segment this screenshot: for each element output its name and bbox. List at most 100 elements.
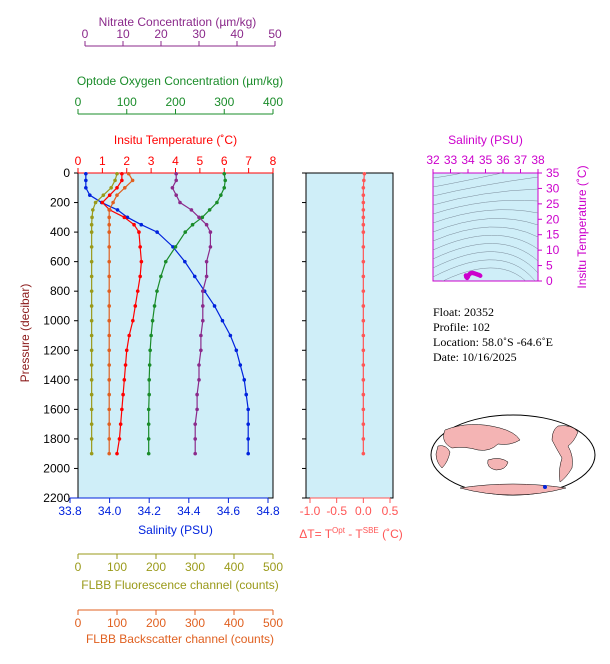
backscatter-tick-label: 400 (224, 616, 244, 630)
temperature-tick-label: 6 (221, 154, 228, 168)
delta-point (361, 289, 366, 293)
backscatter-point (107, 259, 111, 264)
nitrate-tick-label: 10 (116, 27, 130, 41)
isopycnal-line (433, 188, 538, 206)
backscatter-point (107, 304, 111, 308)
backscatter-point (107, 245, 111, 249)
temperature-tick-label: 1 (99, 154, 106, 168)
ts-temperature-tick-label: 25 (546, 197, 560, 211)
oxygen-tick-label: 200 (165, 95, 185, 109)
oxygen-point (200, 215, 205, 220)
salinity-point (183, 259, 187, 264)
fluorescence-point (89, 304, 94, 308)
ts-temperature-tick-label: 5 (546, 259, 553, 273)
temperature-point (137, 230, 141, 234)
pressure-tick-label: 400 (50, 225, 70, 239)
nitrate-point (193, 422, 197, 426)
backscatter-tick-label: 300 (185, 616, 205, 630)
delta-point (361, 437, 366, 441)
pressure-tick-label: 800 (50, 284, 70, 298)
delta-point (361, 222, 366, 227)
delta-profile (361, 171, 367, 456)
pressure-axis: 0 200 400 600 800 1000 1200 1400 1600 1800 2000 220… (43, 166, 306, 505)
delta-point (361, 348, 366, 353)
salinity-point (125, 215, 130, 220)
ts-isopycnals (433, 173, 538, 281)
salinity-point (246, 437, 250, 441)
delta-point (361, 215, 366, 220)
backscatter-point (107, 422, 111, 426)
nitrate-point (174, 193, 178, 197)
salinity-tick-label: 34.6 (217, 504, 241, 518)
temperature-point (120, 178, 124, 183)
ts-salinity-tick-label: 36 (496, 153, 510, 167)
land-americas (551, 425, 579, 483)
salinity-point (244, 392, 249, 397)
salinity-point (246, 451, 250, 456)
backscatter-tick-label: 500 (263, 616, 283, 630)
delta-point (361, 392, 366, 397)
delta-point (361, 230, 366, 234)
pressure-tick-label: 600 (50, 255, 70, 269)
salinity-tick-label: 34.0 (98, 504, 122, 518)
isopycnal-line (433, 235, 538, 251)
salinity-tick-label: 34.2 (138, 504, 162, 518)
delta-point (361, 208, 366, 212)
nitrate-axis-label: Nitrate Concentration (µm/kg) (98, 15, 257, 29)
nitrate-point (197, 363, 201, 367)
delta-point (361, 318, 366, 323)
nitrate-point (178, 200, 182, 205)
delta-point (361, 193, 366, 197)
backscatter-point (115, 193, 119, 197)
salinity-point (171, 245, 175, 249)
fluorescence-point (90, 215, 94, 220)
backscatter-point (107, 333, 111, 338)
isopycnal-line (433, 243, 538, 262)
delta-point (361, 245, 366, 249)
delta-tick-label: -1.0 (300, 504, 321, 518)
oxygen-point (215, 200, 219, 205)
land-asia (443, 424, 521, 451)
pressure-tick-label: 1200 (43, 343, 70, 357)
temperature-axis-label: Insitu Temperature (˚C) (113, 133, 238, 147)
oxygen-point (183, 230, 188, 234)
isopycnal-line (433, 199, 538, 215)
salinity-point (212, 304, 217, 308)
fluorescence-point (89, 378, 94, 382)
pressure-tick-label: 1600 (43, 402, 70, 416)
nitrate-point (199, 348, 203, 353)
fluorescence-tick-label: 100 (107, 560, 127, 574)
ts-temperature-tick-label: 0 (546, 274, 553, 288)
temperature-point (120, 171, 124, 176)
delta-label-mid: - T (344, 527, 363, 541)
fluorescence-point (89, 230, 94, 234)
salinity-profile-line (85, 173, 249, 454)
oxygen-point (146, 437, 151, 441)
backscatter-point (107, 318, 111, 323)
pressure-tick-label: 200 (50, 196, 70, 210)
oxygen-point (219, 193, 223, 197)
oxygen-axis-label: Optode Oxygen Concentration (µm/kg) (76, 74, 284, 88)
profile-lines (84, 171, 250, 456)
oxygen-point (150, 318, 155, 323)
nitrate-point (201, 304, 205, 308)
fluorescence-tick-label: 400 (224, 560, 244, 574)
backscatter-tick-label: 0 (75, 616, 82, 630)
isopycnal-line (433, 209, 538, 224)
temperature-tick-label: 3 (148, 154, 155, 168)
ts-temperature-tick-label: 20 (546, 212, 560, 226)
nitrate-point (189, 208, 194, 212)
nitrate-tick-label: 30 (192, 27, 206, 41)
oxygen-point (159, 274, 163, 279)
salinity-tick-label: 34.8 (256, 504, 280, 518)
land-antarctica (459, 483, 567, 496)
top-axes: 0 10 20 30 40 50 0 100 200 300 400 0 1 2 3 4 5 6 7 8 (75, 27, 283, 174)
fluorescence-point (89, 407, 94, 412)
backscatter-point (107, 289, 111, 293)
salinity-point (192, 274, 197, 279)
temperature-point (123, 363, 128, 367)
nitrate-point (174, 171, 178, 176)
oxygen-tick-label: 100 (117, 95, 137, 109)
delta-point (361, 185, 366, 190)
temperature-point (100, 200, 105, 205)
